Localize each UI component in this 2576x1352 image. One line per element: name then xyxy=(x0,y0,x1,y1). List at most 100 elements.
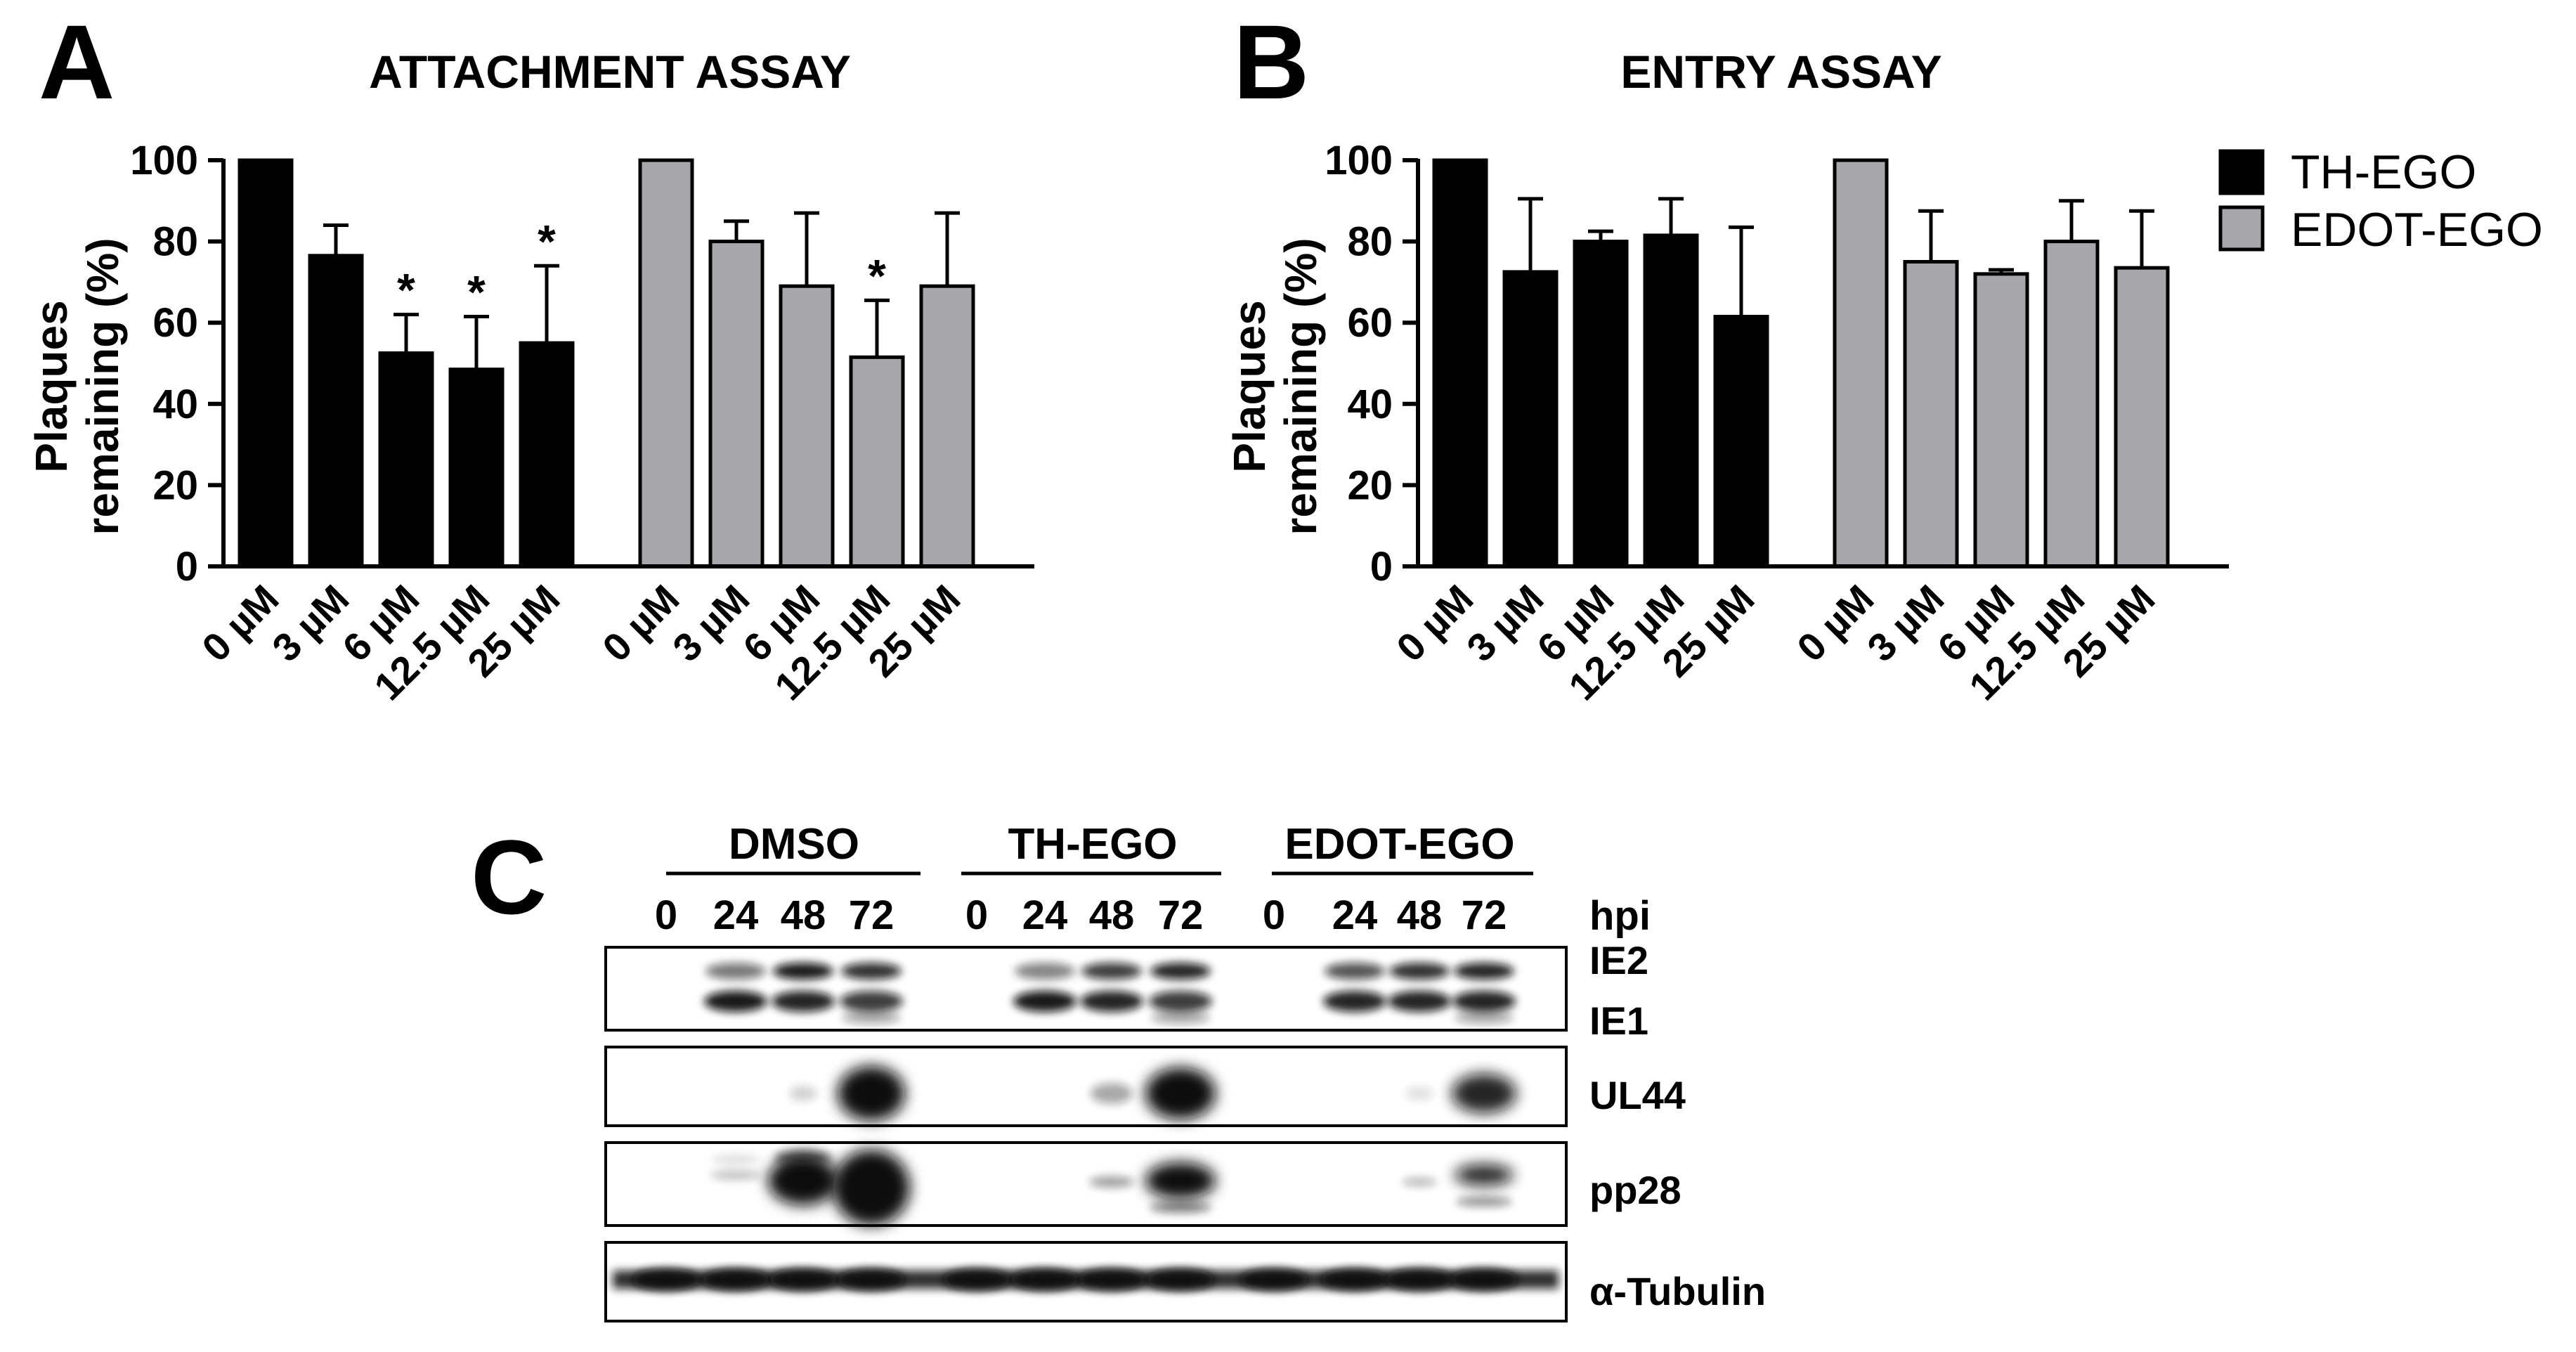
blot-band xyxy=(1240,1268,1308,1291)
timepoint-label: 0 xyxy=(655,892,677,938)
legend: TH-EGO EDOT-EGO xyxy=(2218,145,2543,256)
timepoint-label: 72 xyxy=(1462,892,1507,938)
blot-band xyxy=(1321,1268,1388,1291)
blot-band xyxy=(841,963,902,980)
western-blot: DMSO TH-EGO EDOT-EGO 0 24 48 72 0 24 48 72 0 24 48… xyxy=(604,820,1766,1322)
blot-band xyxy=(1080,991,1143,1012)
blot-band xyxy=(1450,1268,1518,1291)
bar xyxy=(238,158,294,568)
y-axis-label-line-2: remaining (%) xyxy=(77,238,128,535)
panel-c-letter: C xyxy=(471,818,547,936)
blot-band xyxy=(840,991,903,1012)
legend-swatch-edot-ego xyxy=(2218,205,2265,252)
timepoint-label: 72 xyxy=(849,892,895,938)
row-label-pp28: pp28 xyxy=(1589,1168,1681,1212)
y-axis-label: Plaques remaining (%) xyxy=(26,238,128,535)
bar xyxy=(849,355,905,568)
blot-band xyxy=(1454,963,1514,980)
blot-band xyxy=(1386,1268,1453,1291)
blot-band xyxy=(1452,991,1516,1012)
y-tick-label: 100 xyxy=(1325,138,1393,183)
blot-band xyxy=(789,1086,817,1101)
group-label-edot-ego: EDOT-EGO xyxy=(1284,820,1514,869)
blot-band xyxy=(1405,1086,1433,1100)
blot-band xyxy=(1145,1162,1216,1199)
x-tick-label: 3 µM xyxy=(264,576,357,670)
blot-band xyxy=(1151,1011,1210,1024)
bar xyxy=(1713,315,1769,568)
bar xyxy=(919,284,975,568)
blot-band xyxy=(711,1155,760,1164)
row-label-ie2: IE2 xyxy=(1589,938,1648,982)
legend-label-th-ego: TH-EGO xyxy=(2291,145,2476,199)
blot-band xyxy=(768,1156,838,1205)
bar xyxy=(519,341,575,568)
timepoint-label: 48 xyxy=(1089,892,1135,938)
blot-band xyxy=(1388,991,1451,1012)
bar xyxy=(1502,270,1559,568)
significance-marker: * xyxy=(538,215,556,267)
blot-band xyxy=(833,1150,910,1226)
y-tick-label: 0 xyxy=(1370,544,1393,590)
panel-a-letter: A xyxy=(39,3,115,121)
bar xyxy=(1833,158,1889,568)
row-label-ie1: IE1 xyxy=(1589,999,1648,1043)
blot-band xyxy=(1015,963,1075,980)
significance-marker: * xyxy=(467,266,486,318)
blot-band xyxy=(1078,1268,1145,1291)
y-axis-label-line-1: Plaques xyxy=(1224,300,1275,472)
blot-band xyxy=(1089,1176,1134,1188)
blot-band xyxy=(838,1066,905,1121)
y-tick-label: 80 xyxy=(1347,219,1393,265)
timepoint-label: 48 xyxy=(1397,892,1443,938)
blot-band xyxy=(1149,991,1212,1012)
blot-band xyxy=(710,1170,761,1180)
blot-band xyxy=(838,1268,905,1291)
blot-band xyxy=(1081,963,1142,980)
bar xyxy=(2114,266,2170,568)
y-tick-label: 100 xyxy=(130,138,198,183)
y-tick-label: 20 xyxy=(1347,462,1393,508)
blot-frame xyxy=(604,1046,1568,1127)
y-tick-label: 40 xyxy=(1347,382,1393,427)
bar xyxy=(1973,272,2029,568)
legend-label-edot-ego: EDOT-EGO xyxy=(2291,203,2543,256)
bar xyxy=(378,351,434,568)
blot-frame xyxy=(604,946,1568,1032)
blot-row-ul44 xyxy=(604,1046,1568,1127)
blot-row-labels: IE2 IE1 UL44 pp28 α-Tubulin xyxy=(1589,938,1766,1313)
bar xyxy=(1573,240,1629,568)
blot-band xyxy=(1402,1178,1437,1186)
timepoint-label: 72 xyxy=(1158,892,1204,938)
group-label-dmso: DMSO xyxy=(729,820,859,869)
blot-band xyxy=(1091,1083,1133,1104)
bars: * * * * xyxy=(238,158,975,568)
blot-band xyxy=(632,1268,700,1291)
bar xyxy=(1643,233,1699,568)
panel-b-letter: B xyxy=(1233,3,1309,121)
blot-band xyxy=(772,991,835,1012)
blot-band xyxy=(1389,963,1450,980)
row-label-ul44: UL44 xyxy=(1589,1073,1686,1117)
attachment-assay-chart: Plaques remaining (%) 0 20 40 60 80 100 * * ** … xyxy=(26,138,1034,708)
bar xyxy=(779,284,835,568)
blot-row-alpha-tubulin xyxy=(604,1241,1568,1322)
x-tick-label: 3 µM xyxy=(1859,576,1952,670)
bar xyxy=(708,240,765,568)
significance-marker: * xyxy=(868,249,886,301)
timepoint-label: 0 xyxy=(965,892,988,938)
y-axis-label: Plaques remaining (%) xyxy=(1224,238,1326,535)
blot-band xyxy=(943,1268,1010,1291)
y-tick-label: 60 xyxy=(152,300,198,346)
blot-band xyxy=(1150,963,1211,980)
significance-marker: * xyxy=(397,264,415,316)
time-unit-label: hpi xyxy=(1589,893,1651,939)
y-axis-label-line-2: remaining (%) xyxy=(1275,238,1326,535)
legend-swatch-th-ego xyxy=(2218,149,2265,195)
x-tick-label: 3 µM xyxy=(1458,576,1552,670)
blot-band xyxy=(704,991,767,1012)
timepoint-label: 0 xyxy=(1263,892,1285,938)
